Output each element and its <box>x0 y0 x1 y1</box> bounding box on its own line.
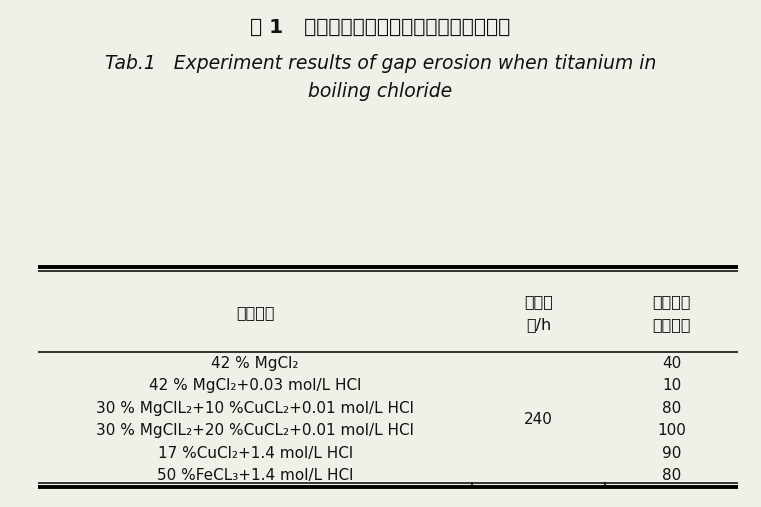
Text: 10: 10 <box>662 378 681 393</box>
Text: 30 % MgClL₂+20 %CuCL₂+0.01 mol/L HCl: 30 % MgClL₂+20 %CuCL₂+0.01 mol/L HCl <box>96 423 414 438</box>
Text: 42 % MgCl₂+0.03 mol/L HCl: 42 % MgCl₂+0.03 mol/L HCl <box>149 378 361 393</box>
Text: 发生时间: 发生时间 <box>652 317 691 332</box>
Text: 30 % MgClL₂+10 %CuCL₂+0.01 mol/L HCl: 30 % MgClL₂+10 %CuCL₂+0.01 mol/L HCl <box>96 401 414 416</box>
Text: 试验时: 试验时 <box>524 295 553 309</box>
Text: 100: 100 <box>658 423 686 438</box>
Text: 间/h: 间/h <box>526 317 551 332</box>
Text: 表 1   钛在沸腾氯化物中的缝隙腐蚀试验结果: 表 1 钛在沸腾氯化物中的缝隙腐蚀试验结果 <box>250 18 511 38</box>
Text: boiling chloride: boiling chloride <box>308 82 453 101</box>
Text: 240: 240 <box>524 412 553 427</box>
Text: 80: 80 <box>662 401 681 416</box>
Text: 40: 40 <box>662 356 681 371</box>
Text: 80: 80 <box>662 468 681 483</box>
Text: 17 %CuCl₂+1.4 mol/L HCl: 17 %CuCl₂+1.4 mol/L HCl <box>158 446 352 461</box>
Text: 90: 90 <box>662 446 681 461</box>
Text: 50 %FeCL₃+1.4 mol/L HCl: 50 %FeCL₃+1.4 mol/L HCl <box>157 468 353 483</box>
Text: Tab.1   Experiment results of gap erosion when titanium in: Tab.1 Experiment results of gap erosion … <box>105 54 656 73</box>
Text: 试验介质: 试验介质 <box>236 306 274 320</box>
Text: 缝隙腐蚀: 缝隙腐蚀 <box>652 295 691 309</box>
Text: 42 % MgCl₂: 42 % MgCl₂ <box>212 356 299 371</box>
